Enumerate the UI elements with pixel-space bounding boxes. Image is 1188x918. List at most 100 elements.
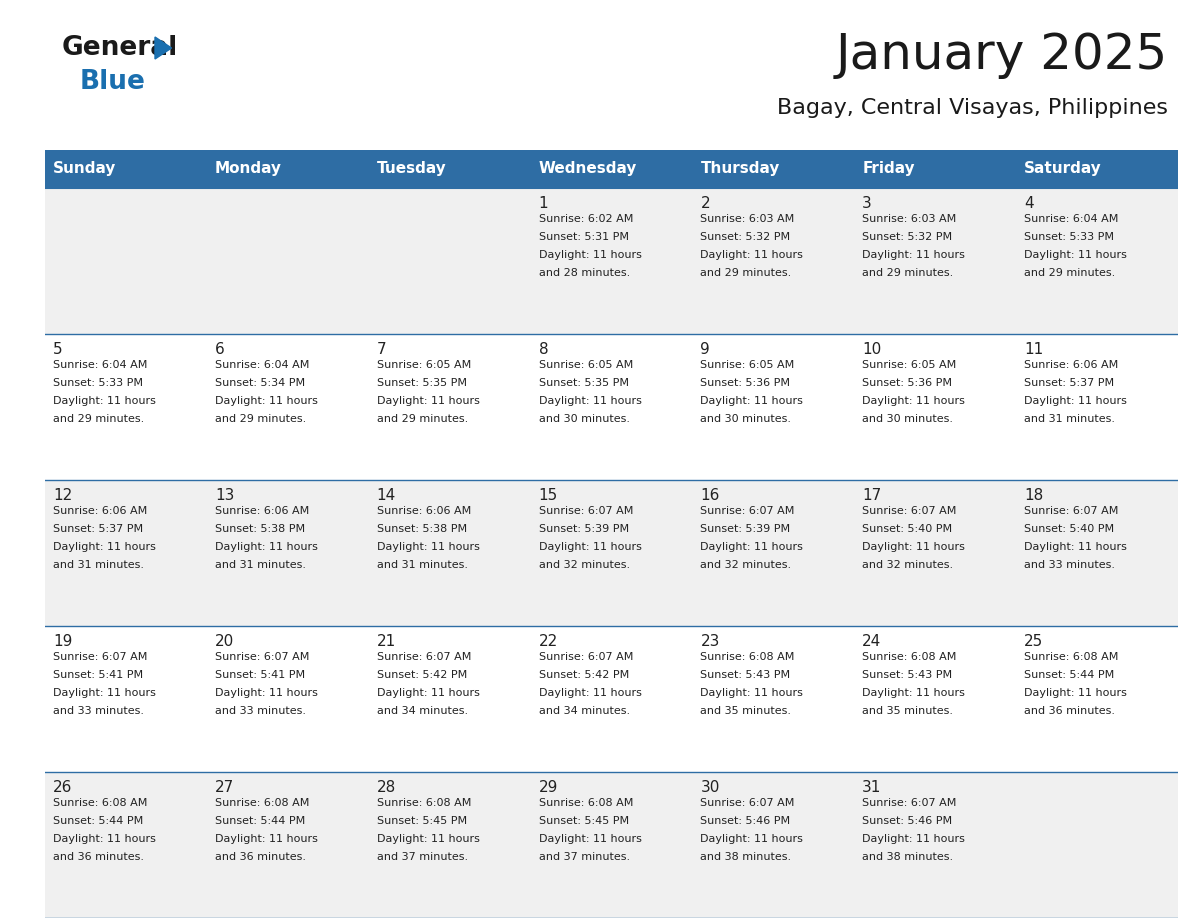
- Text: Daylight: 11 hours: Daylight: 11 hours: [862, 250, 965, 260]
- Text: Sunrise: 6:03 AM: Sunrise: 6:03 AM: [701, 214, 795, 224]
- Text: Sunset: 5:46 PM: Sunset: 5:46 PM: [862, 816, 953, 826]
- Text: 7: 7: [377, 342, 386, 357]
- Text: Sunrise: 6:03 AM: Sunrise: 6:03 AM: [862, 214, 956, 224]
- Text: and 30 minutes.: and 30 minutes.: [862, 414, 953, 424]
- Text: Sunset: 5:42 PM: Sunset: 5:42 PM: [377, 670, 467, 680]
- Text: Bagay, Central Visayas, Philippines: Bagay, Central Visayas, Philippines: [777, 98, 1168, 118]
- Text: Daylight: 11 hours: Daylight: 11 hours: [1024, 396, 1127, 406]
- Text: 15: 15: [538, 488, 558, 503]
- Text: and 34 minutes.: and 34 minutes.: [377, 706, 468, 716]
- Text: 17: 17: [862, 488, 881, 503]
- Text: and 31 minutes.: and 31 minutes.: [1024, 414, 1116, 424]
- Text: Sunrise: 6:04 AM: Sunrise: 6:04 AM: [1024, 214, 1119, 224]
- Text: Saturday: Saturday: [1024, 162, 1102, 176]
- Text: and 38 minutes.: and 38 minutes.: [701, 852, 791, 862]
- Text: Sunset: 5:32 PM: Sunset: 5:32 PM: [862, 232, 953, 242]
- Text: 21: 21: [377, 634, 396, 649]
- Text: Sunset: 5:43 PM: Sunset: 5:43 PM: [701, 670, 790, 680]
- Text: Daylight: 11 hours: Daylight: 11 hours: [862, 542, 965, 552]
- Text: Daylight: 11 hours: Daylight: 11 hours: [538, 396, 642, 406]
- Bar: [45, 334, 1178, 480]
- Text: Sunset: 5:45 PM: Sunset: 5:45 PM: [377, 816, 467, 826]
- Text: Daylight: 11 hours: Daylight: 11 hours: [377, 688, 480, 698]
- Text: Daylight: 11 hours: Daylight: 11 hours: [701, 834, 803, 844]
- Text: and 32 minutes.: and 32 minutes.: [538, 560, 630, 570]
- Text: Sunset: 5:39 PM: Sunset: 5:39 PM: [538, 524, 628, 534]
- Text: Sunset: 5:37 PM: Sunset: 5:37 PM: [1024, 378, 1114, 388]
- Text: Sunrise: 6:07 AM: Sunrise: 6:07 AM: [1024, 506, 1119, 516]
- Text: Sunset: 5:33 PM: Sunset: 5:33 PM: [53, 378, 143, 388]
- Text: 31: 31: [862, 780, 881, 795]
- Text: Daylight: 11 hours: Daylight: 11 hours: [538, 542, 642, 552]
- Bar: [45, 150, 1178, 188]
- Text: Sunrise: 6:05 AM: Sunrise: 6:05 AM: [701, 360, 795, 370]
- Text: and 35 minutes.: and 35 minutes.: [862, 706, 953, 716]
- Text: Sunset: 5:45 PM: Sunset: 5:45 PM: [538, 816, 628, 826]
- Text: and 29 minutes.: and 29 minutes.: [215, 414, 307, 424]
- Text: 9: 9: [701, 342, 710, 357]
- Text: Daylight: 11 hours: Daylight: 11 hours: [215, 396, 317, 406]
- Text: Daylight: 11 hours: Daylight: 11 hours: [862, 396, 965, 406]
- Text: Sunrise: 6:05 AM: Sunrise: 6:05 AM: [377, 360, 470, 370]
- Text: Sunset: 5:32 PM: Sunset: 5:32 PM: [701, 232, 790, 242]
- Text: and 29 minutes.: and 29 minutes.: [53, 414, 144, 424]
- Text: and 36 minutes.: and 36 minutes.: [1024, 706, 1116, 716]
- Text: and 38 minutes.: and 38 minutes.: [862, 852, 954, 862]
- Text: and 29 minutes.: and 29 minutes.: [701, 268, 791, 278]
- Text: Daylight: 11 hours: Daylight: 11 hours: [701, 542, 803, 552]
- Text: 20: 20: [215, 634, 234, 649]
- Text: Sunrise: 6:08 AM: Sunrise: 6:08 AM: [538, 798, 633, 808]
- Text: Tuesday: Tuesday: [377, 162, 447, 176]
- Text: Sunrise: 6:07 AM: Sunrise: 6:07 AM: [215, 652, 309, 662]
- Text: Daylight: 11 hours: Daylight: 11 hours: [701, 250, 803, 260]
- Text: Sunrise: 6:06 AM: Sunrise: 6:06 AM: [377, 506, 470, 516]
- Text: Sunrise: 6:07 AM: Sunrise: 6:07 AM: [538, 652, 633, 662]
- Text: 27: 27: [215, 780, 234, 795]
- Text: Daylight: 11 hours: Daylight: 11 hours: [215, 688, 317, 698]
- Text: Sunset: 5:36 PM: Sunset: 5:36 PM: [862, 378, 953, 388]
- Text: General: General: [62, 35, 178, 61]
- Text: Sunset: 5:46 PM: Sunset: 5:46 PM: [701, 816, 790, 826]
- Text: Sunrise: 6:07 AM: Sunrise: 6:07 AM: [377, 652, 472, 662]
- Text: Sunset: 5:41 PM: Sunset: 5:41 PM: [53, 670, 143, 680]
- Text: Sunset: 5:36 PM: Sunset: 5:36 PM: [701, 378, 790, 388]
- Text: Sunset: 5:40 PM: Sunset: 5:40 PM: [1024, 524, 1114, 534]
- Text: and 37 minutes.: and 37 minutes.: [538, 852, 630, 862]
- Text: and 37 minutes.: and 37 minutes.: [377, 852, 468, 862]
- Text: Daylight: 11 hours: Daylight: 11 hours: [862, 688, 965, 698]
- Text: 26: 26: [53, 780, 72, 795]
- Text: Sunrise: 6:06 AM: Sunrise: 6:06 AM: [53, 506, 147, 516]
- Text: Daylight: 11 hours: Daylight: 11 hours: [377, 834, 480, 844]
- Text: and 35 minutes.: and 35 minutes.: [701, 706, 791, 716]
- Text: Friday: Friday: [862, 162, 915, 176]
- Text: Sunset: 5:38 PM: Sunset: 5:38 PM: [215, 524, 305, 534]
- Text: Sunrise: 6:06 AM: Sunrise: 6:06 AM: [215, 506, 309, 516]
- Text: Daylight: 11 hours: Daylight: 11 hours: [701, 688, 803, 698]
- Text: and 34 minutes.: and 34 minutes.: [538, 706, 630, 716]
- Text: Sunset: 5:38 PM: Sunset: 5:38 PM: [377, 524, 467, 534]
- Text: 29: 29: [538, 780, 558, 795]
- Text: and 29 minutes.: and 29 minutes.: [862, 268, 954, 278]
- Text: 12: 12: [53, 488, 72, 503]
- Text: Sunset: 5:44 PM: Sunset: 5:44 PM: [1024, 670, 1114, 680]
- Text: and 30 minutes.: and 30 minutes.: [538, 414, 630, 424]
- Text: 14: 14: [377, 488, 396, 503]
- Text: Daylight: 11 hours: Daylight: 11 hours: [1024, 688, 1127, 698]
- Text: Sunrise: 6:05 AM: Sunrise: 6:05 AM: [538, 360, 633, 370]
- Text: Sunrise: 6:08 AM: Sunrise: 6:08 AM: [377, 798, 472, 808]
- Text: January 2025: January 2025: [835, 31, 1168, 79]
- Text: Daylight: 11 hours: Daylight: 11 hours: [377, 542, 480, 552]
- Text: and 33 minutes.: and 33 minutes.: [1024, 560, 1116, 570]
- Text: 22: 22: [538, 634, 558, 649]
- Text: 4: 4: [1024, 196, 1034, 211]
- Text: Blue: Blue: [80, 69, 146, 95]
- Text: Sunset: 5:41 PM: Sunset: 5:41 PM: [215, 670, 305, 680]
- Text: Sunday: Sunday: [53, 162, 116, 176]
- Text: 16: 16: [701, 488, 720, 503]
- Bar: [45, 480, 1178, 626]
- Text: 6: 6: [215, 342, 225, 357]
- Text: and 31 minutes.: and 31 minutes.: [53, 560, 144, 570]
- Text: 8: 8: [538, 342, 548, 357]
- Text: and 33 minutes.: and 33 minutes.: [215, 706, 305, 716]
- Text: 13: 13: [215, 488, 234, 503]
